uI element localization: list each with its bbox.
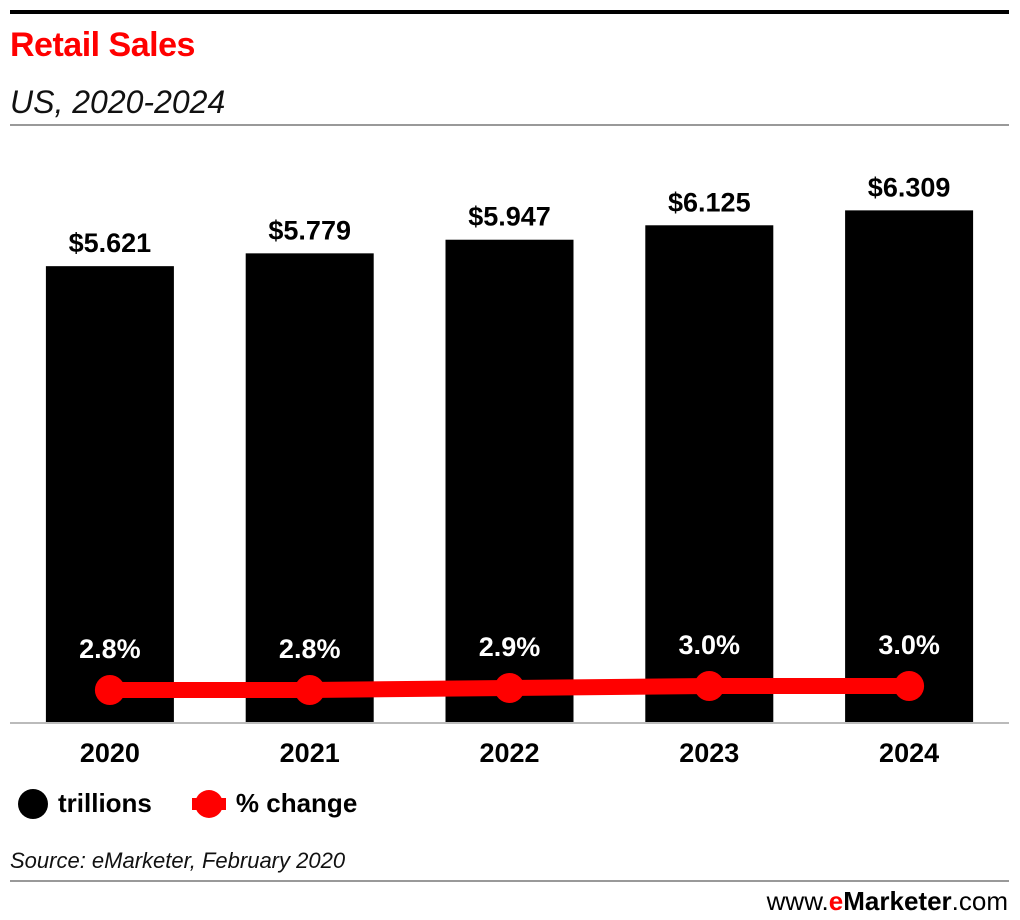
bar-2024 [845, 210, 974, 722]
pct-change-point-2024 [894, 671, 925, 701]
pct-change-label-2022: 2.9% [479, 632, 541, 662]
brand-prefix: www. [766, 886, 829, 916]
legend-swatch-trillions [18, 788, 48, 819]
chart-subtitle: US, 2020-2024 [10, 84, 226, 120]
brand-suffix: .com [951, 886, 1008, 916]
retail-sales-chart: $5.621 2020 $5.779 2021 $5.947 2022 $6.125 2023… [10, 172, 1009, 768]
footer-divider [10, 880, 1009, 882]
legend: trillions % change [18, 788, 397, 819]
x-tick-label-2020: 2020 [80, 738, 140, 768]
pct-change-label-2023: 3.0% [679, 630, 741, 660]
pct-change-label-2024: 3.0% [878, 630, 940, 660]
bar-2020 [45, 266, 174, 722]
brand-name: Marketer [843, 886, 952, 916]
bar-2023 [645, 225, 774, 723]
pct-change-point-2022 [494, 673, 525, 703]
chart-title: Retail Sales [10, 26, 195, 64]
bar-value-label-2022: $5.947 [468, 202, 551, 232]
pct-change-point-2020 [94, 675, 125, 705]
bar-2021 [245, 253, 374, 722]
bar-value-label-2020: $5.621 [69, 228, 152, 258]
legend-swatch-pct-change [191, 789, 226, 819]
bar-value-label-2021: $5.779 [268, 215, 351, 245]
legend-label-pct-change: % change [235, 788, 358, 818]
legend-item-trillions: trillions [18, 788, 152, 819]
bar-2022 [445, 239, 574, 723]
pct-change-point-2021 [294, 675, 325, 705]
brand-url[interactable]: www.eMarketer.com [767, 886, 1008, 917]
bar-value-label-2023: $6.125 [668, 187, 751, 217]
legend-label-trillions: trillions [58, 788, 152, 818]
bar-value-label-2024: $6.309 [868, 172, 951, 202]
pct-change-label-2020: 2.8% [79, 634, 141, 664]
header-divider [10, 124, 1009, 126]
top-rule [10, 10, 1009, 14]
x-tick-label-2021: 2021 [280, 738, 340, 768]
source-note: Source: eMarketer, February 2020 [10, 848, 346, 873]
x-tick-label-2022: 2022 [479, 738, 539, 768]
legend-item-pct-change: % change [191, 788, 358, 819]
x-tick-label-2023: 2023 [679, 738, 739, 768]
x-tick-label-2024: 2024 [879, 738, 939, 768]
pct-change-label-2021: 2.8% [279, 634, 341, 664]
brand-accent: e [828, 886, 844, 916]
pct-change-point-2023 [694, 671, 725, 701]
